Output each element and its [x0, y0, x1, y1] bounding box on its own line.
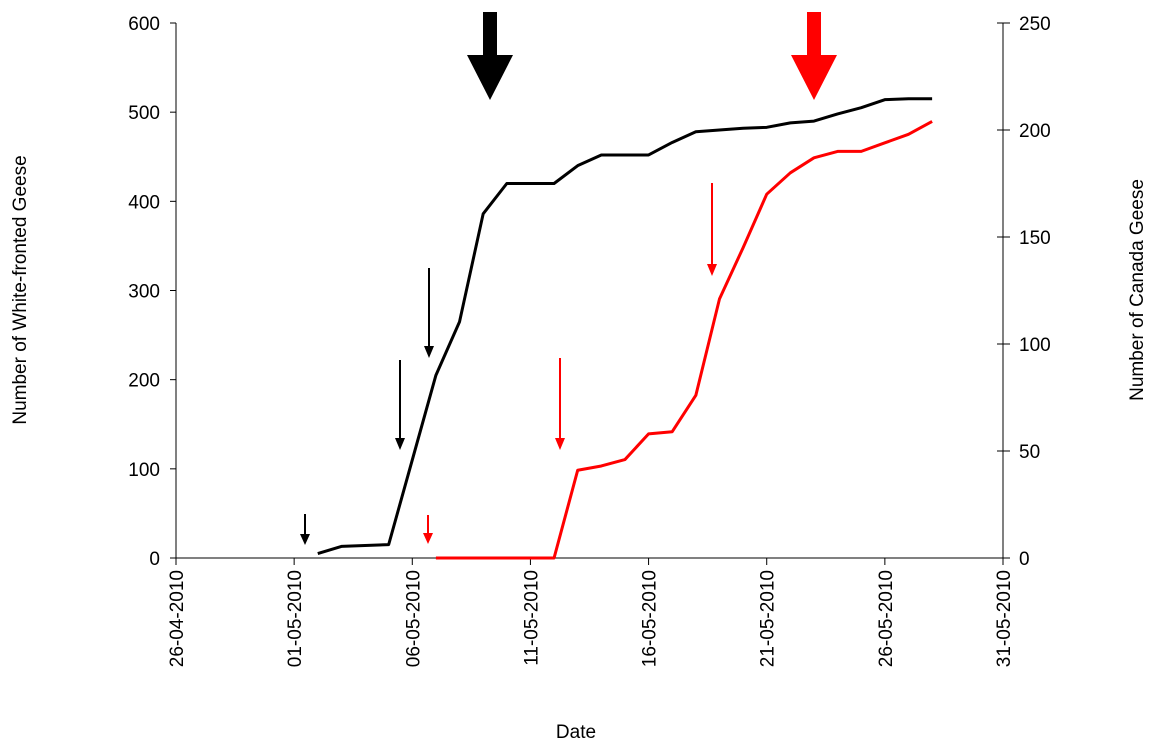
x-tick-label: 26-05-2010	[876, 570, 897, 667]
y-tick-label: 600	[128, 14, 160, 35]
arrow	[467, 12, 513, 100]
x-tick-label: 01-05-2010	[285, 570, 306, 667]
y-tick-label: 0	[149, 549, 160, 570]
x-axis-label: Date	[556, 722, 596, 743]
small-arrows	[423, 183, 717, 544]
small-arrows	[300, 268, 434, 545]
y2-axis-label: Number of Canada Geese	[1127, 179, 1148, 401]
arrow	[791, 12, 837, 100]
x-tick-label: 16-05-2010	[640, 570, 661, 667]
y2-tick-label: 200	[1019, 121, 1051, 142]
y-axis-label: Number of White-fronted Geese	[10, 155, 31, 424]
y2-tick-label: 0	[1019, 549, 1030, 570]
annotation-arrows	[300, 12, 837, 545]
y-tick-label: 500	[128, 103, 160, 124]
x-tick-label: 21-05-2010	[758, 570, 779, 667]
y2-tick-label: 100	[1019, 335, 1051, 356]
data-line	[435, 120, 933, 560]
data-line	[317, 97, 933, 555]
y2-tick-label: 50	[1019, 442, 1040, 463]
y-tick-label: 400	[128, 192, 160, 213]
x-tick-label: 06-05-2010	[403, 570, 424, 667]
y-tick-label: 100	[128, 460, 160, 481]
y-tick-label: 300	[128, 282, 160, 303]
y2-tick-label: 150	[1019, 228, 1051, 249]
x-tick-label: 31-05-2010	[994, 570, 1015, 667]
y2-tick-label: 250	[1019, 14, 1051, 35]
x-tick-label: 26-04-2010	[167, 570, 188, 667]
x-tick-label: 11-05-2010	[521, 570, 542, 666]
y-tick-label: 200	[128, 371, 160, 392]
